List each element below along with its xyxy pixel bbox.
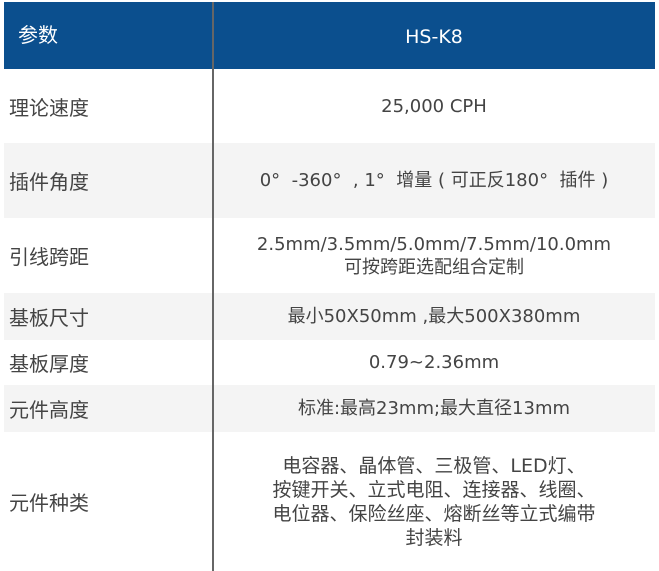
table-row: 元件种类 电容器、晶体管、三极管、LED灯、 按键开关、立式电阻、连接器、线圈、… [4, 432, 655, 571]
table-row: 基板尺寸 最小50X50mm ,最大500X380mm [4, 293, 655, 340]
table-row: 元件高度 标准:最高23mm;最大直径13mm [4, 385, 655, 432]
row-label: 理论速度 [9, 95, 89, 120]
value-line: 0.79~2.36mm [368, 352, 500, 373]
column-divider [212, 2, 214, 571]
row-value: 最小50X50mm ,最大500X380mm [213, 293, 655, 340]
table-row: 引线跨距 2.5mm/3.5mm/5.0mm/7.5mm/10.0mm 可按跨距选… [4, 218, 655, 293]
table-row: 基板厚度 0.79~2.36mm [4, 340, 655, 385]
value-line: 最小50X50mm ,最大500X380mm [287, 306, 581, 327]
table-header: 参数 HS-K8 [4, 2, 655, 69]
row-label: 元件种类 [9, 491, 89, 515]
row-label: 元件高度 [9, 398, 89, 422]
row-label: 插件角度 [9, 170, 89, 194]
table-row: 理论速度 25,000 CPH [4, 69, 655, 143]
row-value: 25,000 CPH [213, 69, 655, 143]
row-label: 基板厚度 [9, 352, 89, 376]
value-line: 电位器、保险丝座、熔断丝等立式编带 [272, 502, 596, 525]
row-value: 2.5mm/3.5mm/5.0mm/7.5mm/10.0mm 可按跨距选配组合定制 [213, 218, 655, 293]
value-line: 可按跨距选配组合定制 [344, 256, 524, 278]
value-line: 0° -360° , 1° 增量 ( 可正反180° 插件 ) [259, 170, 609, 191]
value-line: 电容器、晶体管、三极管、LED灯、 [282, 454, 586, 477]
value-line: 封装料 [405, 526, 463, 549]
row-value: 0° -360° , 1° 增量 ( 可正反180° 插件 ) [213, 143, 655, 218]
row-value: 电容器、晶体管、三极管、LED灯、 按键开关、立式电阻、连接器、线圈、 电位器、… [213, 432, 655, 571]
row-value: 标准:最高23mm;最大直径13mm [213, 385, 655, 432]
value-line: 标准:最高23mm;最大直径13mm [297, 398, 571, 419]
header-model: HS-K8 [405, 26, 463, 48]
row-label: 引线跨距 [9, 245, 89, 269]
value-line: 25,000 CPH [381, 95, 487, 117]
row-label: 基板尺寸 [9, 306, 89, 330]
value-line: 2.5mm/3.5mm/5.0mm/7.5mm/10.0mm [256, 233, 612, 255]
table-row: 插件角度 0° -360° , 1° 增量 ( 可正反180° 插件 ) [4, 143, 655, 218]
value-line: 按键开关、立式电阻、连接器、线圈、 [272, 478, 596, 501]
row-value: 0.79~2.36mm [213, 340, 655, 385]
header-param-label: 参数 [18, 23, 58, 47]
